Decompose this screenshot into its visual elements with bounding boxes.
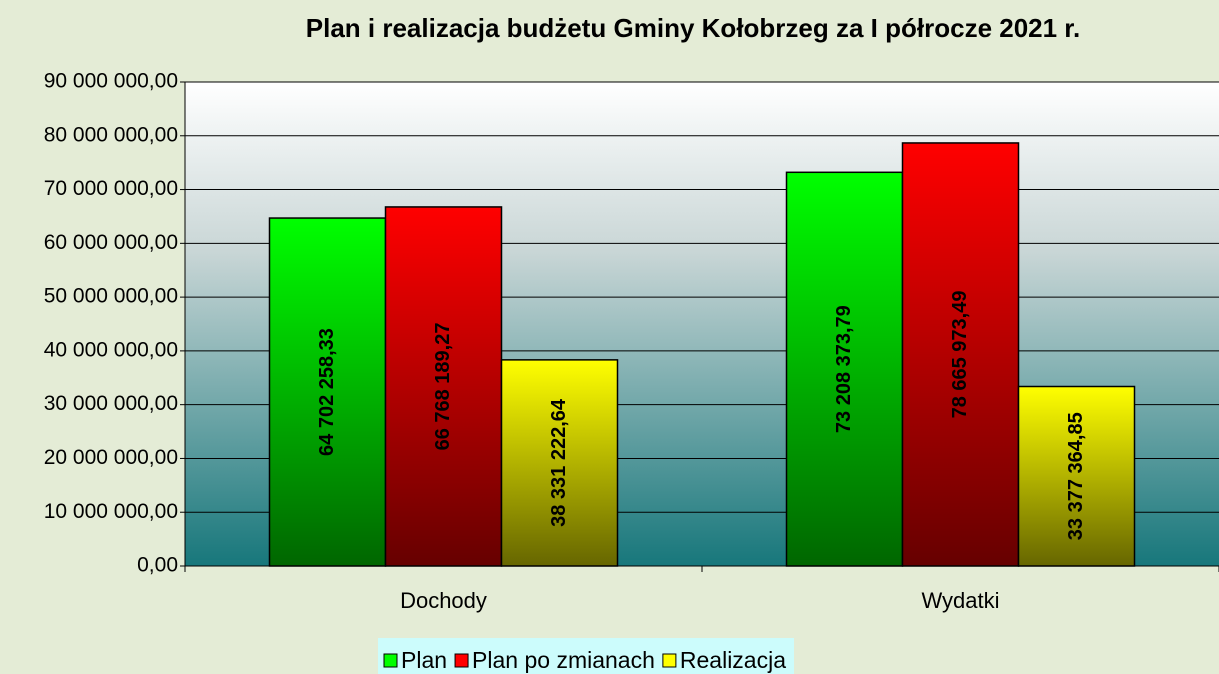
data-label: 73 208 373,79 (833, 305, 855, 433)
y-tick-label: 40 000 000,00 (44, 338, 178, 361)
y-tick-label: 10 000 000,00 (44, 500, 178, 523)
legend-swatch (662, 653, 677, 668)
legend: Plan Plan po zmianach Realizacja (378, 638, 794, 674)
y-tick-label: 20 000 000,00 (44, 446, 178, 469)
x-tick-label: Wydatki (921, 588, 999, 613)
legend-label: Plan (401, 647, 447, 673)
data-label: 33 377 364,85 (1065, 412, 1087, 540)
y-tick-label: 90 000 000,00 (44, 70, 178, 93)
y-tick-label: 70 000 000,00 (44, 177, 178, 200)
bar (500, 359, 619, 567)
bar (268, 217, 387, 567)
bar (384, 206, 503, 567)
legend-swatch (383, 653, 398, 668)
legend-label: Realizacja (680, 647, 786, 673)
legend-swatch (454, 653, 469, 668)
data-label: 78 665 973,49 (949, 291, 971, 419)
bar (1017, 385, 1136, 567)
legend-box (378, 638, 794, 674)
legend-label: Plan po zmianach (472, 647, 655, 673)
data-label: 66 768 189,27 (432, 323, 454, 451)
data-label: 64 702 258,33 (316, 328, 338, 456)
x-tick-label: Dochody (400, 588, 487, 613)
y-tick-label: 60 000 000,00 (44, 231, 178, 254)
y-tick-label: 0,00 (137, 554, 178, 577)
y-tick-label: 50 000 000,00 (44, 285, 178, 308)
y-tick-label: 30 000 000,00 (44, 392, 178, 415)
chart-title: Plan i realizacja budżetu Gminy Kołobrze… (306, 13, 1080, 43)
y-tick-label: 80 000 000,00 (44, 123, 178, 146)
bar (901, 142, 1020, 567)
data-label: 38 331 222,64 (548, 398, 570, 527)
